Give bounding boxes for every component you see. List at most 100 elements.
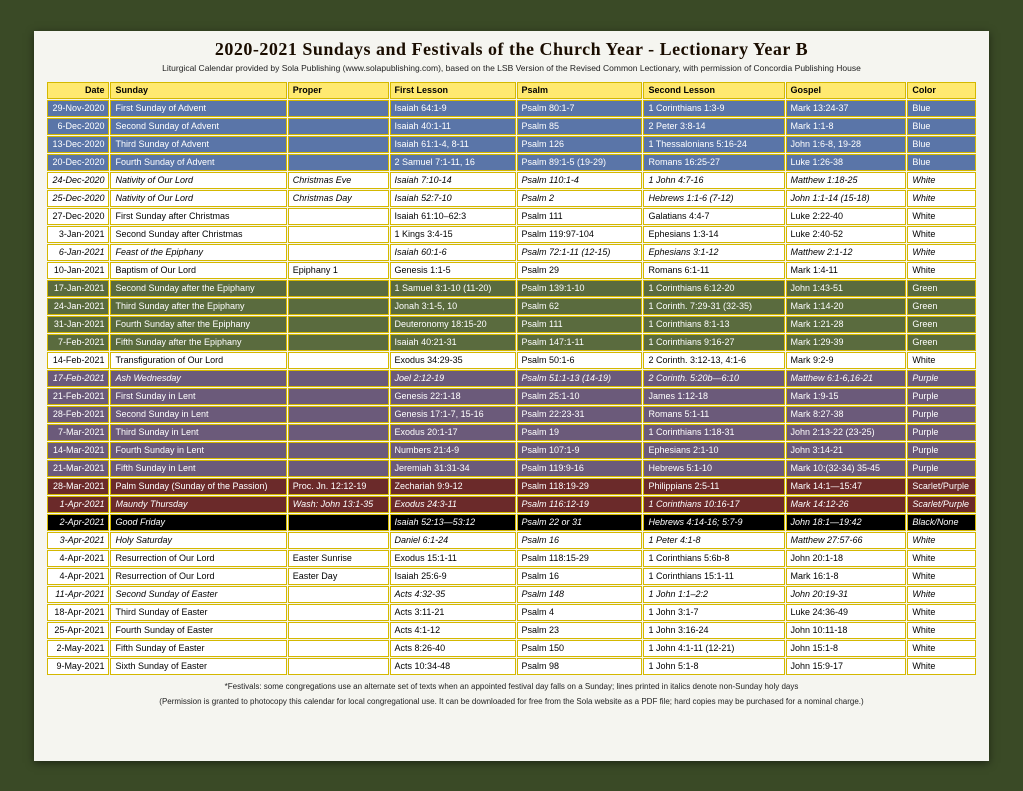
cell-color: Blue: [907, 154, 976, 171]
cell-first: 1 Kings 3:4-15: [390, 226, 516, 243]
cell-date: 3-Apr-2021: [47, 532, 109, 549]
cell-second: 1 Corinthians 9:16-27: [643, 334, 784, 351]
cell-gospel: John 15:9-17: [786, 658, 907, 675]
cell-gospel: Mark 1:4-11: [786, 262, 907, 279]
cell-proper: [288, 388, 389, 405]
cell-sunday: First Sunday of Advent: [110, 100, 286, 117]
cell-gospel: Mark 1:1-8: [786, 118, 907, 135]
cell-color: Green: [907, 280, 976, 297]
cell-second: Hebrews 1:1-6 (7-12): [643, 190, 784, 207]
table-row: 4-Apr-2021Resurrection of Our LordEaster…: [47, 550, 976, 567]
cell-date: 28-Feb-2021: [47, 406, 109, 423]
cell-sunday: First Sunday after Christmas: [110, 208, 286, 225]
cell-psalm: Psalm 150: [517, 640, 643, 657]
cell-psalm: Psalm 4: [517, 604, 643, 621]
cell-color: White: [907, 244, 976, 261]
table-row: 4-Apr-2021Resurrection of Our LordEaster…: [47, 568, 976, 585]
cell-psalm: Psalm 107:1-9: [517, 442, 643, 459]
cell-date: 13-Dec-2020: [47, 136, 109, 153]
cell-proper: [288, 154, 389, 171]
cell-proper: [288, 100, 389, 117]
cell-psalm: Psalm 50:1-6: [517, 352, 643, 369]
cell-color: White: [907, 640, 976, 657]
cell-sunday: Second Sunday of Advent: [110, 118, 286, 135]
cell-psalm: Psalm 139:1-10: [517, 280, 643, 297]
table-row: 27-Dec-2020First Sunday after ChristmasI…: [47, 208, 976, 225]
cell-second: Hebrews 5:1-10: [643, 460, 784, 477]
cell-second: 1 John 3:1-7: [643, 604, 784, 621]
cell-first: Exodus 20:1-17: [390, 424, 516, 441]
cell-date: 14-Mar-2021: [47, 442, 109, 459]
cell-sunday: Palm Sunday (Sunday of the Passion): [110, 478, 286, 495]
cell-color: White: [907, 190, 976, 207]
cell-psalm: Psalm 116:12-19: [517, 496, 643, 513]
cell-first: Genesis 22:1-18: [390, 388, 516, 405]
cell-date: 2-May-2021: [47, 640, 109, 657]
cell-date: 29-Nov-2020: [47, 100, 109, 117]
cell-gospel: Mark 1:21-28: [786, 316, 907, 333]
cell-gospel: Mark 9:2-9: [786, 352, 907, 369]
cell-proper: Proc. Jn. 12:12-19: [288, 478, 389, 495]
cell-sunday: Second Sunday of Easter: [110, 586, 286, 603]
cell-first: Jonah 3:1-5, 10: [390, 298, 516, 315]
header-row: DateSundayProperFirst LessonPsalmSecond …: [47, 82, 976, 99]
cell-proper: [288, 442, 389, 459]
cell-second: Ephesians 3:1-12: [643, 244, 784, 261]
cell-sunday: Fifth Sunday after the Epiphany: [110, 334, 286, 351]
cell-second: Galatians 4:4-7: [643, 208, 784, 225]
cell-color: Purple: [907, 442, 976, 459]
table-row: 6-Jan-2021Feast of the EpiphanyIsaiah 60…: [47, 244, 976, 261]
cell-first: Acts 10:34-48: [390, 658, 516, 675]
cell-color: White: [907, 658, 976, 675]
cell-psalm: Psalm 126: [517, 136, 643, 153]
cell-gospel: Matthew 27:57-66: [786, 532, 907, 549]
cell-proper: [288, 406, 389, 423]
table-row: 2-Apr-2021Good FridayIsaiah 52:13—53:12P…: [47, 514, 976, 531]
cell-date: 7-Mar-2021: [47, 424, 109, 441]
cell-proper: [288, 244, 389, 261]
cell-psalm: Psalm 2: [517, 190, 643, 207]
col-proper: Proper: [288, 82, 389, 99]
table-row: 3-Apr-2021Holy SaturdayDaniel 6:1-24Psal…: [47, 532, 976, 549]
cell-color: White: [907, 604, 976, 621]
cell-color: White: [907, 172, 976, 189]
cell-gospel: John 1:1-14 (15-18): [786, 190, 907, 207]
cell-second: 2 Corinth. 5:20b—6:10: [643, 370, 784, 387]
cell-gospel: Luke 2:22-40: [786, 208, 907, 225]
cell-proper: [288, 298, 389, 315]
cell-second: 1 John 3:16-24: [643, 622, 784, 639]
cell-proper: Christmas Day: [288, 190, 389, 207]
cell-gospel: Mark 16:1-8: [786, 568, 907, 585]
cell-psalm: Psalm 80:1-7: [517, 100, 643, 117]
cell-sunday: Third Sunday of Advent: [110, 136, 286, 153]
cell-color: White: [907, 586, 976, 603]
cell-sunday: Ash Wednesday: [110, 370, 286, 387]
cell-psalm: Psalm 148: [517, 586, 643, 603]
cell-color: White: [907, 532, 976, 549]
cell-first: Acts 4:1-12: [390, 622, 516, 639]
table-row: 13-Dec-2020Third Sunday of AdventIsaiah …: [47, 136, 976, 153]
cell-proper: Easter Sunrise: [288, 550, 389, 567]
cell-gospel: Mark 14:12-26: [786, 496, 907, 513]
cell-date: 1-Apr-2021: [47, 496, 109, 513]
cell-color: Green: [907, 298, 976, 315]
table-row: 1-Apr-2021Maundy ThursdayWash: John 13:1…: [47, 496, 976, 513]
table-row: 17-Jan-2021Second Sunday after the Epiph…: [47, 280, 976, 297]
cell-date: 14-Feb-2021: [47, 352, 109, 369]
cell-date: 18-Apr-2021: [47, 604, 109, 621]
cell-gospel: John 1:43-51: [786, 280, 907, 297]
cell-psalm: Psalm 25:1-10: [517, 388, 643, 405]
cell-second: Philippians 2:5-11: [643, 478, 784, 495]
cell-first: Zechariah 9:9-12: [390, 478, 516, 495]
cell-color: Blue: [907, 100, 976, 117]
table-row: 18-Apr-2021Third Sunday of EasterActs 3:…: [47, 604, 976, 621]
cell-date: 31-Jan-2021: [47, 316, 109, 333]
col-psalm: Psalm: [517, 82, 643, 99]
cell-second: 1 John 4:7-16: [643, 172, 784, 189]
cell-second: 2 Corinth. 3:12-13, 4:1-6: [643, 352, 784, 369]
cell-first: Genesis 1:1-5: [390, 262, 516, 279]
col-gospel: Gospel: [786, 82, 907, 99]
cell-color: Purple: [907, 388, 976, 405]
cell-proper: [288, 640, 389, 657]
table-row: 24-Jan-2021Third Sunday after the Epipha…: [47, 298, 976, 315]
